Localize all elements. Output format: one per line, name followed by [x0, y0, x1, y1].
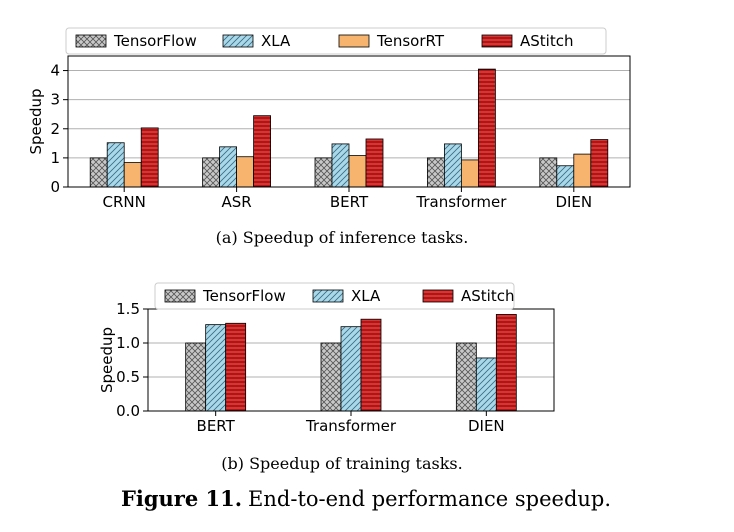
bar-astitch-crnn — [140, 127, 159, 188]
bar-astitch-transformer — [360, 318, 382, 412]
legend-label-tensorflow: TensorFlow — [113, 32, 197, 50]
bar-tensorflow-bert — [314, 157, 333, 188]
figure-title-text: End-to-end performance speedup. — [248, 487, 611, 511]
chart-inference: 0 1 2 3 4 CRNN ASR BERT Transformer DIEN Speedup Te… — [27, 27, 631, 211]
y-tick-label: 3 — [50, 91, 60, 109]
legend-label-astitch: AStitch — [461, 287, 514, 305]
y-tick-label: 2 — [50, 120, 60, 138]
bar-astitch-dien — [495, 314, 517, 412]
bar-xla-transformer — [443, 143, 462, 188]
bar-tensorflow-transformer — [320, 342, 342, 412]
x-tick-label: DIEN — [555, 193, 592, 211]
legend-swatch-astitch — [481, 34, 513, 48]
caption-training: (b) Speedup of training tasks. — [221, 454, 462, 473]
chart-training: 0.0 0.5 1.0 1.5 BERT Transformer DIEN Speedup Te… — [98, 282, 555, 435]
y-axis-label: Speedup — [27, 88, 45, 154]
bar-xla-asr — [219, 146, 238, 188]
legend-swatch-tensorrt — [338, 34, 370, 48]
x-tick-label: BERT — [197, 417, 236, 435]
bar-astitch-transformer — [477, 68, 496, 188]
legend-label-astitch: AStitch — [520, 32, 573, 50]
figure-title: Figure 11. End-to-end performance speedup… — [121, 486, 611, 511]
y-axis-label: Speedup — [98, 327, 116, 393]
x-tick-label: Transformer — [415, 193, 507, 211]
y-tick-label: 0.5 — [116, 368, 140, 386]
y-tick-label: 4 — [50, 62, 60, 80]
legend-swatch-astitch — [422, 289, 454, 303]
bar-tensorflow-dien — [455, 342, 477, 412]
bar-tensorflow-dien — [539, 157, 558, 188]
figure-label: Figure 11. — [121, 486, 242, 511]
legend-label-tensorflow: TensorFlow — [202, 287, 286, 305]
x-tick-label: BERT — [330, 193, 369, 211]
legend-swatch-xla — [312, 289, 344, 303]
bar-tensorflow-bert — [185, 342, 207, 412]
legend-swatch-tensorflow — [75, 34, 107, 48]
bar-tensorrt-bert — [348, 155, 367, 188]
bar-tensorrt-transformer — [460, 159, 479, 188]
bar-tensorflow-asr — [202, 157, 221, 188]
bar-tensorflow-transformer — [426, 157, 445, 188]
bar-astitch-asr — [253, 115, 272, 188]
legend: TensorFlow XLA TensorRT AStitch — [65, 27, 607, 55]
x-tick-label: CRNN — [103, 193, 146, 211]
y-tick-label: 0 — [50, 178, 60, 196]
legend-swatch-xla — [222, 34, 254, 48]
x-tick-label: Transformer — [305, 417, 397, 435]
bar-astitch-bert — [225, 322, 247, 412]
bar-tensorflow-crnn — [89, 157, 108, 188]
y-tick-label: 1.0 — [116, 334, 140, 352]
y-tick-label: 0.0 — [116, 402, 140, 420]
bar-tensorrt-asr — [236, 156, 255, 188]
legend-swatch-tensorflow — [164, 289, 196, 303]
plot-frame — [67, 55, 631, 188]
legend: TensorFlow XLA AStitch — [154, 282, 515, 310]
bar-xla-transformer — [340, 326, 362, 412]
x-tick-label: ASR — [221, 193, 251, 211]
bar-xla-dien — [475, 357, 497, 412]
bar-xla-dien — [556, 165, 575, 188]
legend-label-tensorrt: TensorRT — [376, 32, 445, 50]
bar-astitch-bert — [365, 138, 384, 188]
x-tick-label: DIEN — [468, 417, 505, 435]
caption-inference: (a) Speedup of inference tasks. — [216, 228, 469, 247]
legend-label-xla: XLA — [351, 287, 381, 305]
bar-xla-crnn — [106, 142, 125, 188]
y-tick-label: 1.5 — [116, 300, 140, 318]
bar-xla-bert — [205, 324, 227, 412]
bar-xla-bert — [331, 143, 350, 188]
bar-astitch-dien — [590, 139, 609, 188]
bar-tensorrt-crnn — [123, 162, 142, 188]
legend-label-xla: XLA — [261, 32, 291, 50]
bar-tensorrt-dien — [573, 153, 592, 188]
legend-box — [65, 27, 607, 55]
y-tick-label: 1 — [50, 149, 60, 167]
